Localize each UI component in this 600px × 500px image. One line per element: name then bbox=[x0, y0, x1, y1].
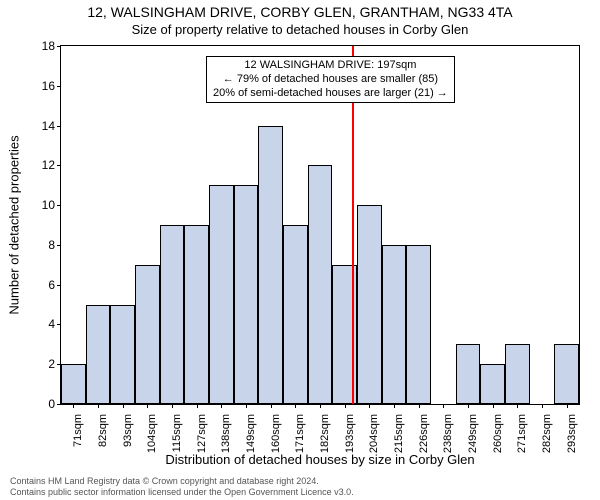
histogram-bar bbox=[382, 245, 407, 404]
histogram-bar bbox=[86, 305, 111, 404]
x-tick-mark bbox=[443, 404, 444, 408]
x-tick-mark bbox=[493, 404, 494, 408]
x-tick-mark bbox=[369, 404, 370, 408]
y-axis-label: Number of detached properties bbox=[7, 135, 22, 314]
plot-area: 12 WALSINGHAM DRIVE: 197sqm ← 79% of det… bbox=[60, 45, 580, 405]
histogram-bar bbox=[480, 364, 505, 404]
x-tick-mark bbox=[345, 404, 346, 408]
x-tick-label: 149sqm bbox=[245, 414, 257, 453]
x-tick-label: 193sqm bbox=[344, 414, 356, 453]
y-tick-mark bbox=[57, 404, 61, 405]
y-tick-mark bbox=[57, 165, 61, 166]
x-tick-label: 226sqm bbox=[418, 414, 430, 453]
x-tick-mark bbox=[246, 404, 247, 408]
x-tick-label: 127sqm bbox=[196, 414, 208, 453]
y-tick-label: 14 bbox=[42, 119, 55, 133]
x-tick-mark bbox=[468, 404, 469, 408]
x-tick-mark bbox=[98, 404, 99, 408]
histogram-bar bbox=[135, 265, 160, 404]
y-tick-mark bbox=[57, 245, 61, 246]
histogram-bar bbox=[258, 126, 283, 404]
y-tick-label: 0 bbox=[48, 397, 55, 411]
x-tick-label: 204sqm bbox=[368, 414, 380, 453]
y-tick-label: 4 bbox=[48, 317, 55, 331]
annotation-box: 12 WALSINGHAM DRIVE: 197sqm ← 79% of det… bbox=[206, 56, 455, 103]
annot-line1: 12 WALSINGHAM DRIVE: 197sqm bbox=[213, 59, 448, 73]
y-tick-label: 10 bbox=[42, 198, 55, 212]
x-tick-label: 160sqm bbox=[270, 414, 282, 453]
annot-line3: 20% of semi-detached houses are larger (… bbox=[213, 87, 448, 101]
x-tick-label: 249sqm bbox=[467, 414, 479, 453]
x-tick-mark bbox=[147, 404, 148, 408]
y-tick-mark bbox=[57, 364, 61, 365]
title-sub: Size of property relative to detached ho… bbox=[0, 22, 600, 37]
histogram-bar bbox=[308, 165, 333, 404]
x-tick-label: 215sqm bbox=[393, 414, 405, 453]
x-tick-label: 115sqm bbox=[171, 414, 183, 452]
histogram-bar bbox=[554, 344, 579, 404]
x-tick-mark bbox=[221, 404, 222, 408]
x-tick-mark bbox=[320, 404, 321, 408]
x-tick-label: 238sqm bbox=[442, 414, 454, 453]
x-tick-mark bbox=[419, 404, 420, 408]
x-tick-mark bbox=[73, 404, 74, 408]
histogram-bar bbox=[456, 344, 481, 404]
x-tick-mark bbox=[567, 404, 568, 408]
histogram-bar bbox=[234, 185, 259, 404]
x-tick-mark bbox=[172, 404, 173, 408]
x-tick-mark bbox=[271, 404, 272, 408]
y-tick-mark bbox=[57, 86, 61, 87]
x-axis-label: Distribution of detached houses by size … bbox=[60, 452, 580, 467]
footer-line1: Contains HM Land Registry data © Crown c… bbox=[10, 476, 590, 487]
histogram-bar bbox=[61, 364, 86, 404]
x-tick-label: 71sqm bbox=[72, 414, 84, 447]
y-tick-label: 6 bbox=[48, 278, 55, 292]
footer-line2: Contains public sector information licen… bbox=[10, 487, 590, 498]
histogram-bar bbox=[160, 225, 185, 404]
x-tick-label: 282sqm bbox=[541, 414, 553, 453]
histogram-bar bbox=[505, 344, 530, 404]
histogram-bar bbox=[283, 225, 308, 404]
y-tick-mark bbox=[57, 126, 61, 127]
y-tick-mark bbox=[57, 324, 61, 325]
x-tick-mark bbox=[123, 404, 124, 408]
x-tick-label: 93sqm bbox=[122, 414, 134, 447]
x-tick-mark bbox=[542, 404, 543, 408]
x-tick-label: 182sqm bbox=[319, 414, 331, 453]
footer-attribution: Contains HM Land Registry data © Crown c… bbox=[10, 476, 590, 498]
x-tick-mark bbox=[295, 404, 296, 408]
histogram-bar bbox=[110, 305, 135, 404]
title-main: 12, WALSINGHAM DRIVE, CORBY GLEN, GRANTH… bbox=[0, 4, 600, 20]
histogram-bar bbox=[209, 185, 234, 404]
x-tick-label: 104sqm bbox=[146, 414, 158, 453]
annot-line2: ← 79% of detached houses are smaller (85… bbox=[213, 73, 448, 87]
x-tick-label: 138sqm bbox=[220, 414, 232, 453]
y-tick-label: 8 bbox=[48, 238, 55, 252]
histogram-bar bbox=[184, 225, 209, 404]
y-tick-mark bbox=[57, 205, 61, 206]
x-tick-mark bbox=[197, 404, 198, 408]
y-tick-label: 16 bbox=[42, 79, 55, 93]
y-tick-label: 18 bbox=[42, 39, 55, 53]
x-tick-label: 271sqm bbox=[516, 414, 528, 453]
histogram-bar bbox=[406, 245, 431, 404]
x-tick-label: 171sqm bbox=[294, 414, 306, 453]
x-tick-label: 82sqm bbox=[97, 414, 109, 447]
y-tick-label: 2 bbox=[48, 357, 55, 371]
x-tick-mark bbox=[394, 404, 395, 408]
y-tick-label: 12 bbox=[42, 158, 55, 172]
x-tick-label: 293sqm bbox=[566, 414, 578, 453]
x-tick-label: 260sqm bbox=[492, 414, 504, 453]
y-tick-mark bbox=[57, 46, 61, 47]
histogram-bar bbox=[357, 205, 382, 404]
y-tick-mark bbox=[57, 285, 61, 286]
x-tick-mark bbox=[517, 404, 518, 408]
